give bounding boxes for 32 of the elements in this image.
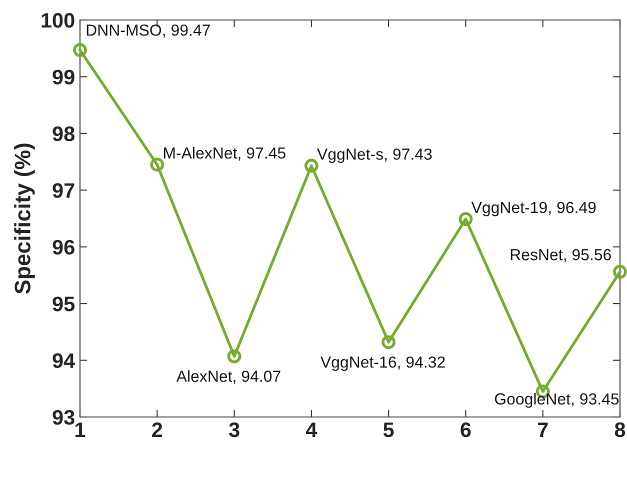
x-tick-label: 6 bbox=[460, 422, 471, 438]
point bbox=[458, 212, 473, 226]
point bbox=[382, 335, 396, 350]
y-tick-label: 99 bbox=[52, 70, 74, 84]
x-tick-label: 2 bbox=[152, 422, 162, 437]
y-tick-label: 93 bbox=[52, 410, 74, 425]
y-tick-label: 97 bbox=[52, 183, 74, 198]
y-tick-label: 94 bbox=[52, 353, 76, 368]
annotation: VggNet-19, 96.49 bbox=[471, 202, 596, 216]
point bbox=[150, 158, 164, 172]
x-tick-label: 1 bbox=[76, 422, 86, 437]
x-tick-label: 8 bbox=[614, 422, 626, 438]
point bbox=[613, 264, 627, 279]
x-tick-label: 4 bbox=[306, 422, 318, 437]
annotation: AlexNet, 94.07 bbox=[176, 370, 280, 384]
y-tick-label: 96 bbox=[52, 240, 74, 255]
annotation: VggNet-s, 97.43 bbox=[317, 148, 432, 163]
annotation: ResNet, 95.56 bbox=[510, 249, 611, 262]
point bbox=[227, 349, 242, 364]
point bbox=[73, 43, 87, 58]
y-tick-label: 98 bbox=[52, 126, 74, 142]
x-tick-label: 7 bbox=[538, 422, 548, 437]
x-tick-label: 5 bbox=[383, 422, 394, 438]
y-tick-label: 100 bbox=[42, 13, 74, 28]
y-tick-label: 95 bbox=[52, 296, 75, 312]
y-axis-title: Specificity (%) bbox=[14, 144, 35, 294]
annotation: VggNet-16, 94.32 bbox=[320, 356, 445, 371]
x-tick-label: 3 bbox=[228, 422, 240, 438]
annotation: GoogleNet, 93.45 bbox=[494, 392, 619, 408]
point bbox=[304, 158, 318, 173]
annotation: M-AlexNet, 97.45 bbox=[164, 146, 286, 161]
annotation: DNN-MSO, 99.47 bbox=[86, 24, 210, 38]
